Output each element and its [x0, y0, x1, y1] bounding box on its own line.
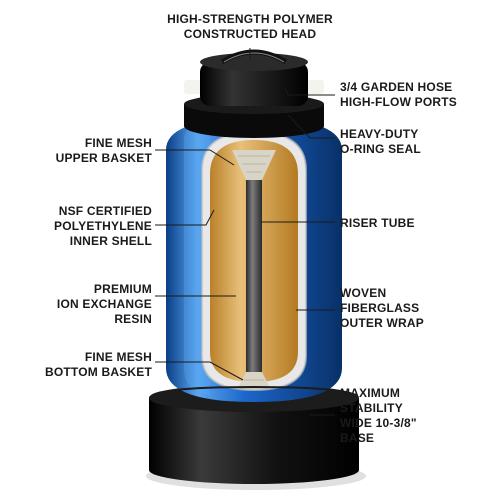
label-r3: RISER TUBE — [340, 216, 415, 231]
label-l3: PREMIUMION EXCHANGE RESIN — [30, 282, 152, 327]
label-r5: MAXIMUMSTABILITYWIDE 10-3/8"BASE — [340, 386, 417, 446]
label-l4: FINE MESHBOTTOM BASKET — [30, 350, 152, 380]
label-r2: HEAVY-DUTYO-RING SEAL — [340, 127, 421, 157]
label-r4: WOVENFIBERGLASSOUTER WRAP — [340, 286, 424, 331]
device-cutaway — [202, 132, 306, 400]
label-top: HIGH-STRENGTH POLYMERCONSTRUCTED HEAD — [0, 12, 500, 42]
label-l1: FINE MESHUPPER BASKET — [30, 136, 152, 166]
label-r1: 3/4 GARDEN HOSEHIGH-FLOW PORTS — [340, 80, 457, 110]
label-l2: NSF CERTIFIEDPOLYETHYLENEINNER SHELL — [30, 204, 152, 249]
label-top-text: HIGH-STRENGTH POLYMERCONSTRUCTED HEAD — [167, 12, 333, 41]
device-head — [184, 51, 324, 106]
